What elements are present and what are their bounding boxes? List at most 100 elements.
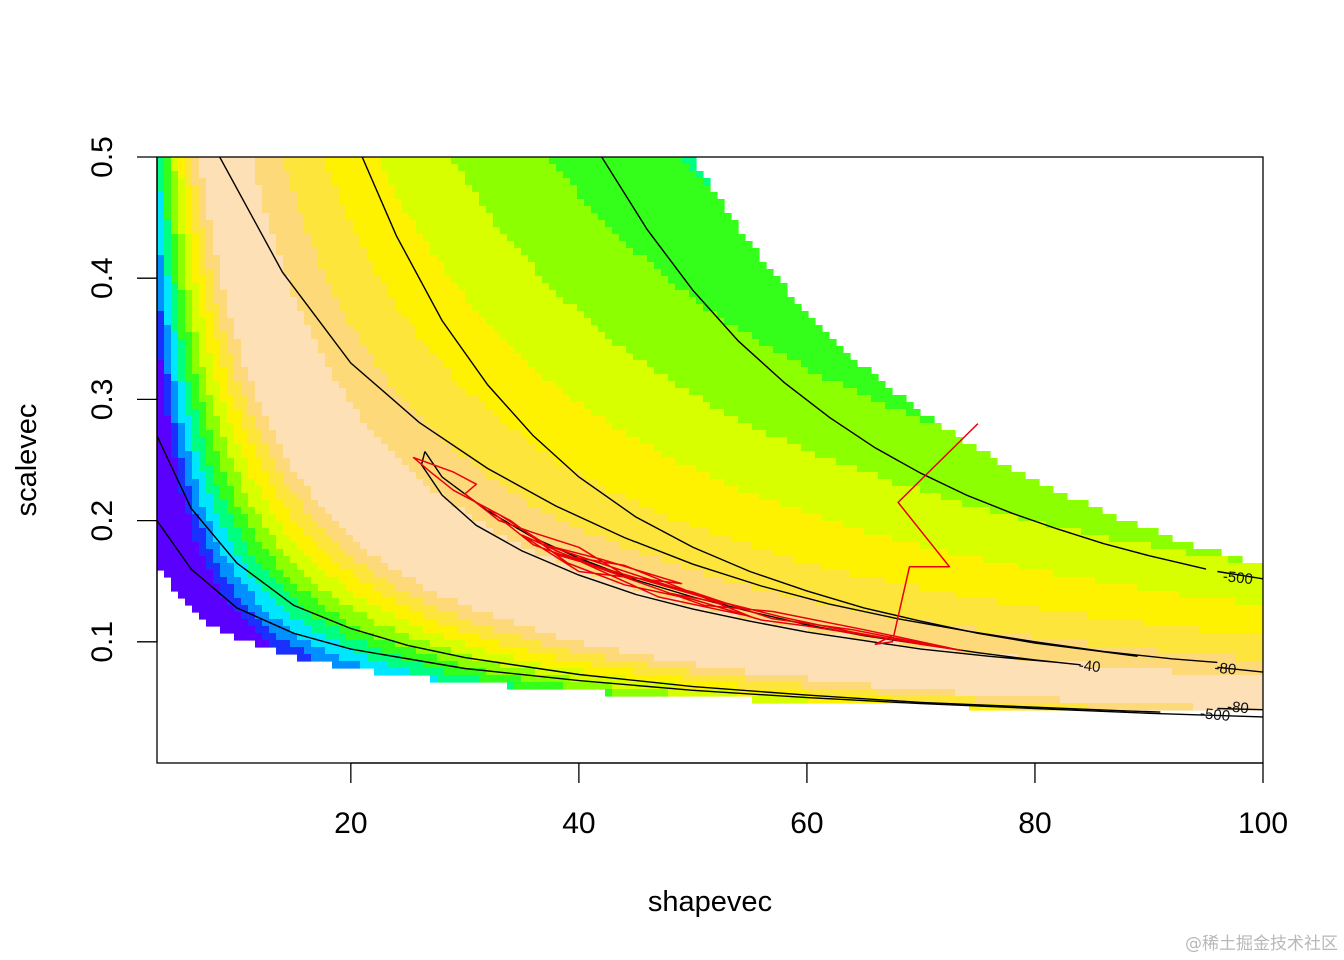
heatmap-cell <box>213 178 221 186</box>
heatmap-cell <box>486 276 494 284</box>
heatmap-cell <box>283 570 291 578</box>
heatmap-cell <box>192 416 200 424</box>
heatmap-cell <box>493 402 501 410</box>
heatmap-cell <box>227 248 235 256</box>
heatmap-cell <box>472 619 480 627</box>
heatmap-cell <box>521 367 529 375</box>
heatmap-cell <box>619 507 627 515</box>
heatmap-cell <box>570 241 578 249</box>
heatmap-cell <box>192 171 200 179</box>
heatmap-cell <box>570 633 578 641</box>
heatmap-cell <box>248 549 256 557</box>
heatmap-cell <box>269 416 277 424</box>
heatmap-cell <box>458 626 466 634</box>
heatmap-cell <box>577 227 585 235</box>
heatmap-cell <box>423 640 431 648</box>
heatmap-cell <box>185 409 193 417</box>
heatmap-cell <box>227 255 235 263</box>
heatmap-cell <box>563 164 571 172</box>
heatmap-cell <box>157 493 165 501</box>
heatmap-cell <box>437 444 445 452</box>
heatmap-cell <box>451 388 459 396</box>
heatmap-cell <box>409 437 417 445</box>
heatmap-cell <box>248 220 256 228</box>
heatmap-cell <box>598 248 606 256</box>
heatmap-cell <box>486 675 494 683</box>
heatmap-cell <box>528 486 536 494</box>
heatmap-cell <box>528 437 536 445</box>
heatmap-cell <box>549 360 557 368</box>
heatmap-cell <box>213 500 221 508</box>
heatmap-cell <box>227 493 235 501</box>
heatmap-cell <box>542 290 550 298</box>
heatmap-cell <box>437 192 445 200</box>
heatmap-cell <box>220 437 228 445</box>
heatmap-cell <box>241 584 249 592</box>
heatmap-cell <box>514 388 522 396</box>
heatmap-cell <box>206 220 214 228</box>
heatmap-cell <box>353 339 361 347</box>
heatmap-cell <box>185 192 193 200</box>
heatmap-cell <box>311 507 319 515</box>
heatmap-cell <box>213 528 221 536</box>
heatmap-cell <box>633 297 641 305</box>
heatmap-cell <box>248 297 256 305</box>
heatmap-cell <box>227 213 235 221</box>
heatmap-cell <box>388 668 396 676</box>
heatmap-cell <box>297 633 305 641</box>
heatmap-cell <box>248 556 256 564</box>
heatmap-cell <box>283 164 291 172</box>
heatmap-cell <box>255 472 263 480</box>
heatmap-cell <box>570 668 578 676</box>
heatmap-cell <box>444 647 452 655</box>
heatmap-cell <box>234 479 242 487</box>
heatmap-cell <box>444 542 452 550</box>
heatmap-cell <box>598 626 606 634</box>
heatmap-cell <box>486 654 494 662</box>
heatmap-cell <box>409 479 417 487</box>
heatmap-cell <box>535 241 543 249</box>
heatmap-cell <box>479 290 487 298</box>
heatmap-cell <box>612 283 620 291</box>
heatmap-cell <box>577 262 585 270</box>
heatmap-cell <box>605 290 613 298</box>
heatmap-cell <box>206 262 214 270</box>
heatmap-cell <box>507 479 515 487</box>
heatmap-cell <box>381 430 389 438</box>
heatmap-cell <box>395 227 403 235</box>
heatmap-cell <box>381 255 389 263</box>
heatmap-cell <box>472 304 480 312</box>
heatmap-cell <box>423 409 431 417</box>
heatmap-cell <box>269 339 277 347</box>
heatmap-cell <box>157 416 165 424</box>
heatmap-cell <box>304 619 312 627</box>
heatmap-cell <box>493 206 501 214</box>
heatmap-cell <box>430 276 438 284</box>
heatmap-cell <box>220 542 228 550</box>
heatmap-cell <box>542 514 550 522</box>
heatmap-cell <box>465 444 473 452</box>
heatmap-cell <box>346 598 354 606</box>
heatmap-cell <box>199 430 207 438</box>
heatmap-cell <box>332 647 340 655</box>
heatmap-cell <box>402 304 410 312</box>
heatmap-cell <box>584 605 592 613</box>
heatmap-cell <box>577 304 585 312</box>
heatmap-cell <box>612 661 620 669</box>
heatmap-cell <box>507 157 515 165</box>
heatmap-cell <box>374 563 382 571</box>
heatmap-cell <box>318 269 326 277</box>
heatmap-cell <box>178 192 186 200</box>
heatmap-cell <box>269 549 277 557</box>
heatmap-cell <box>213 262 221 270</box>
heatmap-cell <box>241 542 249 550</box>
heatmap-cell <box>598 451 606 459</box>
heatmap-cell <box>318 598 326 606</box>
heatmap-cell <box>528 458 536 466</box>
heatmap-cell <box>458 192 466 200</box>
heatmap-cell <box>213 577 221 585</box>
heatmap-cell <box>255 192 263 200</box>
heatmap-cell <box>164 199 172 207</box>
heatmap-cell <box>220 206 228 214</box>
heatmap-cell <box>514 283 522 291</box>
